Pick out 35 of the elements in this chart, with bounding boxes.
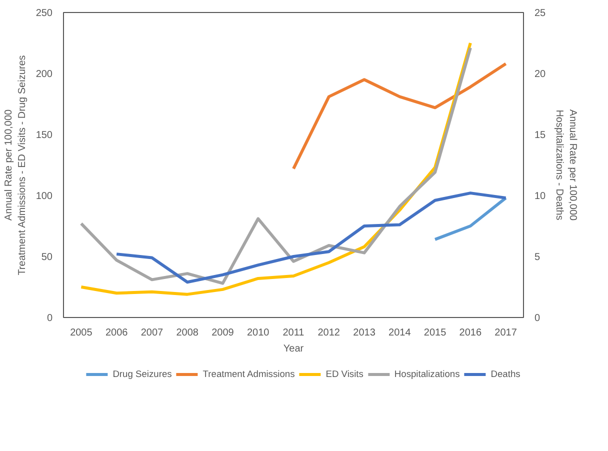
y2-tick-label: 10 — [534, 191, 546, 202]
line-series — [115, 192, 508, 284]
legend-label: Drug Seizures — [112, 369, 172, 379]
legend-label: Hospitalizations — [394, 369, 460, 379]
y-tick-label: 0 — [46, 313, 53, 324]
x-tick-label: 2009 — [212, 328, 234, 338]
y2-tick-label: 5 — [534, 252, 540, 263]
y2-tick-label: 20 — [534, 69, 546, 80]
y-tick-label: 200 — [36, 69, 53, 80]
y-tick-label: 250 — [36, 8, 53, 19]
x-tick-label: 2017 — [494, 328, 518, 338]
x-tick-label: 2013 — [353, 328, 376, 338]
y2-tick-label: 25 — [534, 8, 546, 19]
y-tick-label: 100 — [36, 191, 53, 202]
x-tick-label: 2008 — [176, 328, 199, 338]
y2-tick-label: 15 — [534, 130, 546, 141]
x-tick-label: 2007 — [140, 328, 164, 338]
x-tick-label: 2012 — [318, 328, 340, 338]
x-tick-label: 2015 — [424, 328, 447, 338]
x-tick-label: 2016 — [459, 328, 482, 338]
y-tick-label: 150 — [36, 130, 53, 141]
x-tick-label: 2010 — [246, 328, 270, 338]
x-tick-label: 2014 — [388, 328, 412, 338]
y-tick-label: 50 — [41, 252, 53, 263]
legend-label: Deaths — [490, 369, 520, 379]
legend-label: Treatment Admissions — [202, 369, 295, 379]
y2-axis-title: Annual Rate per 100,000 Hospitalizations - Deaths — [554, 109, 578, 222]
x-tick-label: 2005 — [70, 328, 93, 338]
line-series — [292, 62, 508, 170]
x-tick-label: 2011 — [282, 328, 305, 338]
x-tick-label: 2006 — [105, 328, 128, 338]
x-axis-title: Year — [283, 344, 304, 354]
y-axis-title: Annual Rate per 100,000 Treatment Admissions - ED Visits - Drug Seizures — [4, 55, 28, 276]
y2-tick-label: 0 — [534, 313, 540, 324]
legend-label: ED Visits — [326, 369, 364, 379]
